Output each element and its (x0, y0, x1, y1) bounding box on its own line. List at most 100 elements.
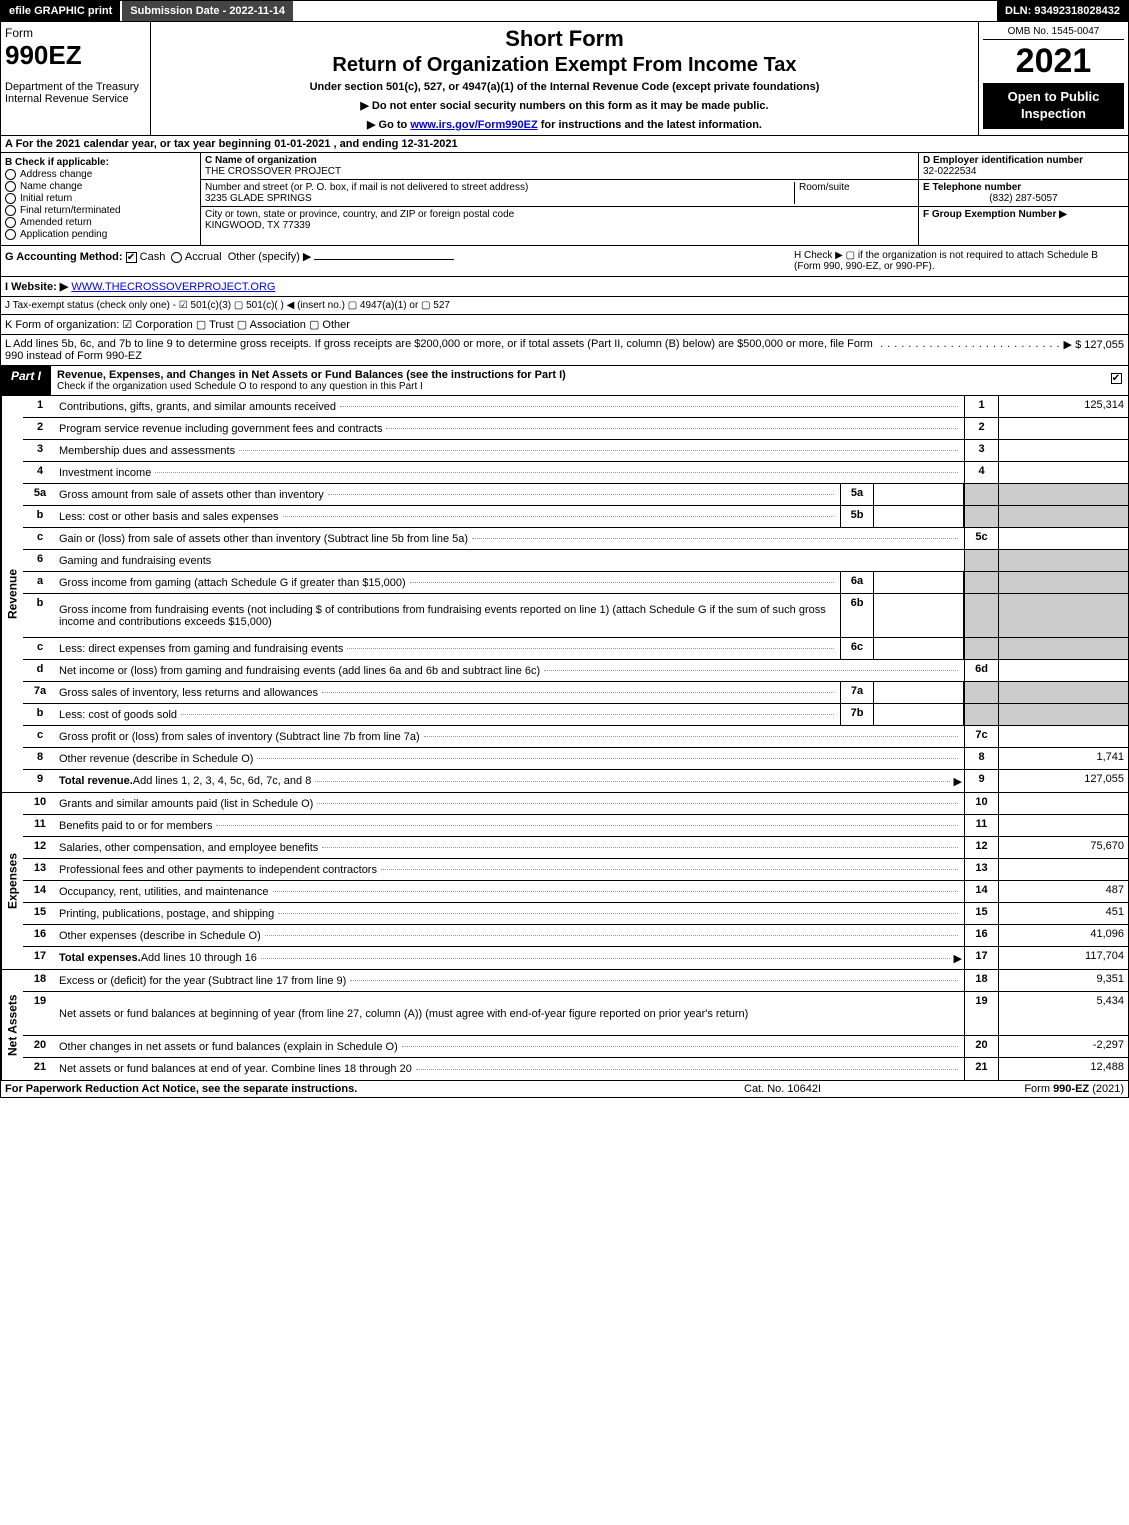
b-opt-0: Address change (20, 169, 92, 180)
line-desc: Other revenue (describe in Schedule O) (57, 748, 964, 769)
line-desc: Contributions, gifts, grants, and simila… (57, 396, 964, 417)
line-num: 4 (23, 462, 57, 483)
submission-date-label: Submission Date - 2022-11-14 (120, 1, 295, 21)
revenue-side-label: Revenue (1, 396, 23, 792)
mini-val (874, 704, 964, 725)
mini-num: 5a (840, 484, 874, 505)
l-dots: .......................... (880, 338, 1063, 362)
line-10: 10Grants and similar amounts paid (list … (23, 793, 1128, 815)
form-ref: Form 990-EZ (2021) (944, 1083, 1124, 1095)
line-num: 18 (23, 970, 57, 991)
amount (998, 726, 1128, 747)
irs-link[interactable]: www.irs.gov/Form990EZ (410, 119, 537, 131)
line-2: 2Program service revenue including gover… (23, 418, 1128, 440)
c-name-label: C Name of organization (205, 155, 317, 166)
c-city-label: City or town, state or province, country… (205, 209, 514, 220)
amount: 41,096 (998, 925, 1128, 946)
chk-name-change[interactable] (5, 181, 16, 192)
chk-final-return[interactable] (5, 205, 16, 216)
part1-tag: Part I (1, 366, 51, 395)
form-word: Form (5, 26, 146, 40)
mini-val (874, 506, 964, 527)
amount (998, 418, 1128, 439)
right-num-shade (964, 484, 998, 505)
g-other-input[interactable] (314, 259, 454, 260)
line-num: 2 (23, 418, 57, 439)
line-desc: Benefits paid to or for members (57, 815, 964, 836)
i-label: I Website: ▶ (5, 281, 68, 293)
amount: 451 (998, 903, 1128, 924)
chk-cash[interactable] (126, 252, 137, 263)
right-num-shade (964, 550, 998, 571)
omb-number: OMB No. 1545-0047 (983, 26, 1124, 40)
line-11: 11Benefits paid to or for members11 (23, 815, 1128, 837)
line-3: 3Membership dues and assessments3 (23, 440, 1128, 462)
dept-line2: Internal Revenue Service (5, 93, 146, 105)
amount-shade (998, 682, 1128, 703)
amount-shade (998, 638, 1128, 659)
line-desc: Less: cost of goods sold (57, 704, 840, 725)
efile-print-label[interactable]: efile GRAPHIC print (1, 1, 120, 21)
form-header: Form 990EZ Department of the Treasury In… (0, 22, 1129, 136)
expenses-section: Expenses 10Grants and similar amounts pa… (0, 793, 1129, 970)
line-15: 15Printing, publications, postage, and s… (23, 903, 1128, 925)
mini-num: 6c (840, 638, 874, 659)
revenue-section: Revenue 1Contributions, gifts, grants, a… (0, 396, 1129, 793)
right-num: 2 (964, 418, 998, 439)
amount (998, 815, 1128, 836)
chk-amended-return[interactable] (5, 217, 16, 228)
line-c: cLess: direct expenses from gaming and f… (23, 638, 1128, 660)
website-link[interactable]: WWW.THECROSSOVERPROJECT.ORG (71, 281, 275, 293)
f-group-label: F Group Exemption Number ▶ (923, 209, 1067, 220)
l-text: L Add lines 5b, 6c, and 7b to line 9 to … (5, 338, 880, 362)
chk-accrual[interactable] (171, 252, 182, 263)
right-num-shade (964, 638, 998, 659)
line-desc: Net income or (loss) from gaming and fun… (57, 660, 964, 681)
page-footer: For Paperwork Reduction Act Notice, see … (0, 1081, 1129, 1098)
right-num: 18 (964, 970, 998, 991)
section-g: G Accounting Method: Cash Accrual Other … (5, 250, 794, 272)
amount-shade (998, 572, 1128, 593)
b-opt-3: Final return/terminated (20, 205, 121, 216)
line-14: 14Occupancy, rent, utilities, and mainte… (23, 881, 1128, 903)
line-num: 13 (23, 859, 57, 880)
line-desc: Gain or (loss) from sale of assets other… (57, 528, 964, 549)
line-desc: Program service revenue including govern… (57, 418, 964, 439)
expenses-side-label: Expenses (1, 793, 23, 969)
line-desc: Gross income from gaming (attach Schedul… (57, 572, 840, 593)
amount: 12,488 (998, 1058, 1128, 1080)
line-d: dNet income or (loss) from gaming and fu… (23, 660, 1128, 682)
right-num-shade (964, 704, 998, 725)
chk-address-change[interactable] (5, 169, 16, 180)
right-num: 17 (964, 947, 998, 969)
line-4: 4Investment income4 (23, 462, 1128, 484)
tax-year: 2021 (983, 42, 1124, 81)
line-desc: Excess or (deficit) for the year (Subtra… (57, 970, 964, 991)
line-desc: Occupancy, rent, utilities, and maintena… (57, 881, 964, 902)
amount: -2,297 (998, 1036, 1128, 1057)
chk-initial-return[interactable] (5, 193, 16, 204)
line-num: 6 (23, 550, 57, 571)
line-num: b (23, 704, 57, 725)
dln-label: DLN: 93492318028432 (997, 1, 1128, 21)
mini-num: 6b (840, 594, 874, 637)
goto-pre: ▶ Go to (367, 119, 410, 131)
goto-note: ▶ Go to www.irs.gov/Form990EZ for instru… (157, 118, 972, 131)
line-num: 7a (23, 682, 57, 703)
line-20: 20Other changes in net assets or fund ba… (23, 1036, 1128, 1058)
paperwork-notice: For Paperwork Reduction Act Notice, see … (5, 1083, 744, 1095)
org-name: THE CROSSOVER PROJECT (205, 166, 341, 177)
open-to-public: Open to Public Inspection (983, 83, 1124, 129)
part1-schedule-o-check[interactable] (1111, 373, 1122, 384)
row-a-text: A For the 2021 calendar year, or tax yea… (5, 138, 458, 150)
revenue-lines: 1Contributions, gifts, grants, and simil… (23, 396, 1128, 792)
chk-app-pending[interactable] (5, 229, 16, 240)
mini-num: 6a (840, 572, 874, 593)
line-5a: 5aGross amount from sale of assets other… (23, 484, 1128, 506)
g-cash: Cash (140, 251, 166, 263)
amount (998, 793, 1128, 814)
section-def: D Employer identification number 32-0222… (918, 153, 1128, 245)
c-addr-label: Number and street (or P. O. box, if mail… (205, 182, 528, 193)
section-c: C Name of organization THE CROSSOVER PRO… (201, 153, 918, 245)
bcd-grid: B Check if applicable: Address change Na… (0, 153, 1129, 246)
